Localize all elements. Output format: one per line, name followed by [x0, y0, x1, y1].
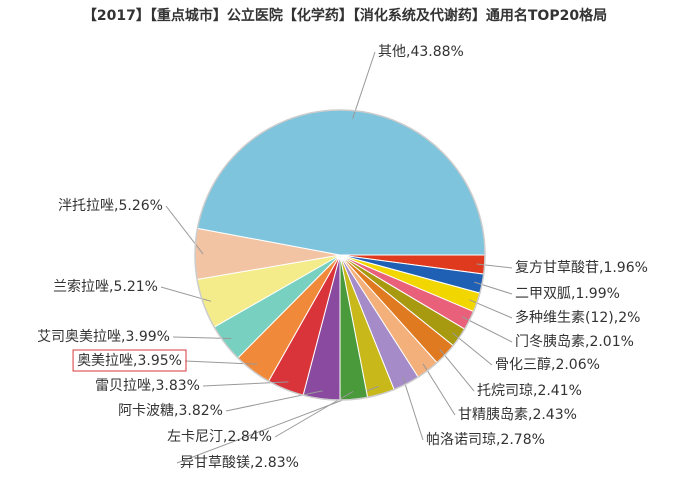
data-label: 门冬胰岛素,2.01% [515, 334, 634, 350]
data-label: 多种维生素(12),2% [515, 309, 640, 326]
data-label: 二甲双胍,1.99% [515, 286, 620, 302]
data-label: 阿卡波糖,3.82% [118, 403, 223, 419]
leader-line [474, 281, 513, 295]
data-label: 艾司奥美拉唑,3.99% [37, 328, 170, 345]
data-label: 骨化三醇,2.06% [495, 356, 600, 373]
data-label: 奥美拉唑,3.95% [77, 352, 182, 369]
leader-line [184, 360, 258, 365]
leader-line [439, 348, 475, 392]
leader-line [225, 390, 323, 412]
leader-line [352, 51, 376, 119]
leader-line [469, 299, 513, 319]
leader-line [165, 205, 204, 255]
data-label: 泮托拉唑,5.26% [58, 198, 163, 214]
data-label: 左卡尼汀,2.84% [167, 429, 272, 445]
leader-line [462, 316, 513, 343]
data-label: 雷贝拉唑,3.83% [95, 378, 200, 394]
data-label: 兰索拉唑,5.21% [53, 278, 158, 295]
data-label: 其他,43.88% [378, 44, 464, 60]
leader-line [476, 263, 513, 269]
data-label: 复方甘草酸苷,1.96% [515, 259, 648, 276]
leader-line [160, 286, 212, 302]
pie-slice [196, 109, 486, 256]
data-label: 托烷司琼,2.41% [477, 383, 582, 399]
highlight-box [72, 349, 187, 372]
data-label: 帕洛诺司琼,2.78% [426, 432, 545, 448]
pie-outline [194, 109, 486, 401]
chart-title: 【2017】【重点城市】公立医院【化学药】【消化系统及代谢药】通用名TOP20格… [83, 7, 607, 24]
leader-line [422, 363, 456, 416]
data-label: 甘精胰岛素,2.43% [458, 407, 577, 423]
leader-line [202, 381, 289, 387]
leader-line [402, 376, 424, 441]
data-label: 异甘草酸镁,2.83% [180, 455, 299, 471]
